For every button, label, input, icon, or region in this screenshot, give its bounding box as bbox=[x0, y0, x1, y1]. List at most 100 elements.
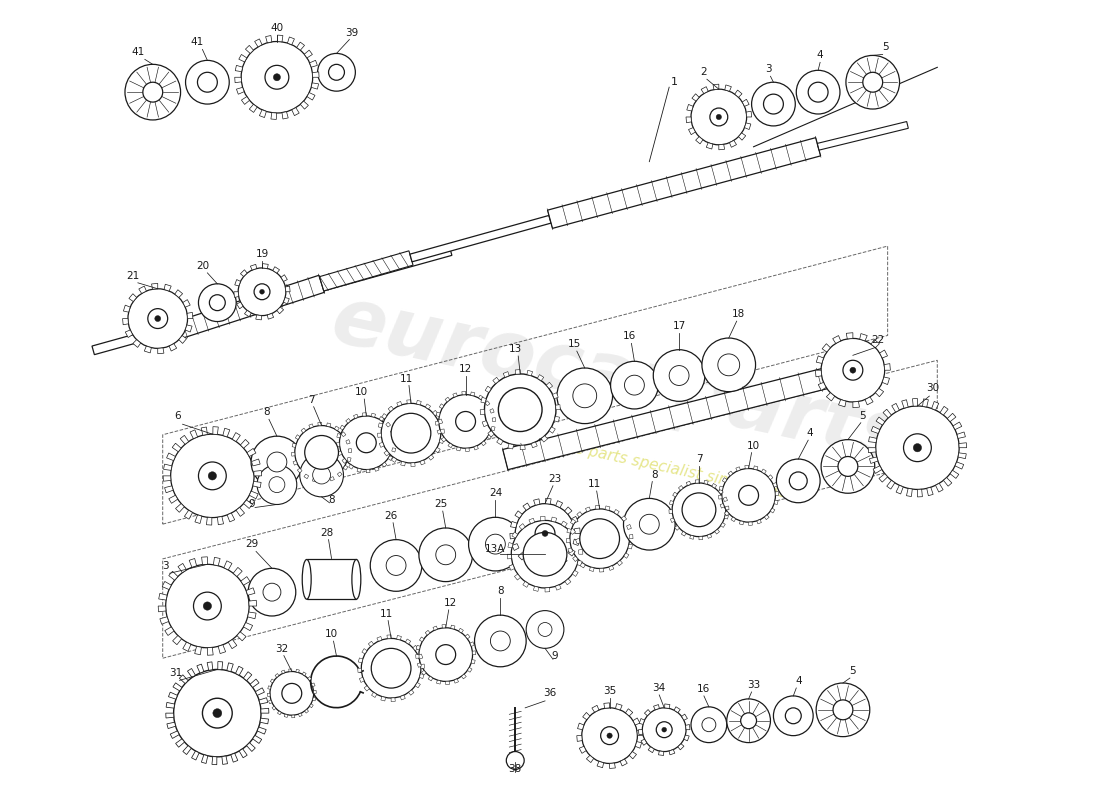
Polygon shape bbox=[349, 465, 353, 469]
Polygon shape bbox=[285, 286, 290, 292]
Polygon shape bbox=[122, 318, 129, 325]
Polygon shape bbox=[349, 449, 352, 452]
Circle shape bbox=[702, 338, 756, 392]
Polygon shape bbox=[236, 302, 243, 309]
Polygon shape bbox=[497, 438, 503, 445]
Text: 7: 7 bbox=[308, 394, 315, 405]
Text: 8: 8 bbox=[651, 470, 658, 479]
Polygon shape bbox=[358, 668, 362, 673]
Text: 15: 15 bbox=[569, 339, 582, 349]
Text: 16: 16 bbox=[697, 684, 711, 694]
Circle shape bbox=[208, 472, 217, 480]
Polygon shape bbox=[179, 336, 187, 343]
Polygon shape bbox=[251, 264, 256, 270]
Polygon shape bbox=[295, 434, 300, 439]
Polygon shape bbox=[571, 516, 579, 523]
Text: 3: 3 bbox=[163, 562, 169, 571]
Polygon shape bbox=[485, 386, 492, 393]
Polygon shape bbox=[392, 698, 395, 702]
Polygon shape bbox=[173, 683, 182, 691]
Polygon shape bbox=[201, 557, 208, 565]
Polygon shape bbox=[487, 430, 494, 437]
Circle shape bbox=[601, 726, 618, 745]
Polygon shape bbox=[685, 725, 690, 730]
Polygon shape bbox=[482, 441, 486, 446]
Polygon shape bbox=[163, 476, 170, 482]
Polygon shape bbox=[529, 518, 535, 524]
Polygon shape bbox=[768, 474, 773, 479]
Text: 8: 8 bbox=[497, 586, 504, 596]
Polygon shape bbox=[738, 133, 746, 140]
Polygon shape bbox=[442, 625, 446, 628]
Polygon shape bbox=[493, 378, 499, 384]
Polygon shape bbox=[690, 535, 694, 539]
Ellipse shape bbox=[302, 559, 311, 599]
Polygon shape bbox=[173, 635, 182, 645]
Polygon shape bbox=[932, 402, 938, 410]
Polygon shape bbox=[592, 706, 598, 712]
Polygon shape bbox=[724, 511, 729, 516]
Circle shape bbox=[270, 477, 285, 493]
Text: 20: 20 bbox=[196, 261, 209, 271]
Circle shape bbox=[485, 534, 505, 554]
Polygon shape bbox=[576, 512, 582, 517]
Polygon shape bbox=[254, 39, 262, 47]
Polygon shape bbox=[876, 417, 884, 425]
Text: 39: 39 bbox=[344, 27, 358, 38]
Circle shape bbox=[624, 498, 675, 550]
Polygon shape bbox=[340, 425, 344, 430]
Polygon shape bbox=[235, 66, 243, 72]
Polygon shape bbox=[288, 669, 292, 672]
Circle shape bbox=[257, 465, 297, 505]
Polygon shape bbox=[712, 483, 716, 488]
Polygon shape bbox=[720, 504, 725, 508]
Circle shape bbox=[282, 683, 301, 703]
Circle shape bbox=[682, 493, 716, 526]
Circle shape bbox=[498, 388, 542, 431]
Polygon shape bbox=[454, 679, 459, 683]
Polygon shape bbox=[695, 480, 698, 483]
Polygon shape bbox=[776, 491, 779, 495]
Circle shape bbox=[204, 602, 211, 610]
Polygon shape bbox=[564, 507, 572, 514]
Text: 26: 26 bbox=[385, 510, 398, 521]
Polygon shape bbox=[277, 711, 282, 714]
Polygon shape bbox=[578, 561, 582, 566]
Circle shape bbox=[642, 708, 686, 751]
Polygon shape bbox=[250, 679, 258, 687]
Polygon shape bbox=[213, 426, 218, 434]
Circle shape bbox=[469, 518, 522, 571]
Polygon shape bbox=[386, 422, 390, 427]
Polygon shape bbox=[868, 448, 876, 453]
Polygon shape bbox=[566, 528, 571, 533]
Polygon shape bbox=[520, 445, 525, 450]
Polygon shape bbox=[168, 571, 178, 580]
Circle shape bbox=[538, 622, 552, 637]
Polygon shape bbox=[482, 421, 488, 426]
Polygon shape bbox=[648, 746, 654, 753]
Polygon shape bbox=[478, 395, 483, 400]
Polygon shape bbox=[377, 637, 382, 642]
Polygon shape bbox=[284, 298, 289, 304]
Polygon shape bbox=[397, 402, 401, 406]
Polygon shape bbox=[92, 246, 452, 354]
Polygon shape bbox=[388, 406, 394, 411]
Polygon shape bbox=[715, 530, 719, 534]
Polygon shape bbox=[168, 692, 177, 699]
Polygon shape bbox=[133, 340, 141, 347]
Polygon shape bbox=[923, 399, 928, 407]
Polygon shape bbox=[201, 427, 207, 435]
Polygon shape bbox=[539, 562, 544, 569]
Polygon shape bbox=[561, 521, 568, 527]
Polygon shape bbox=[234, 292, 239, 298]
Circle shape bbox=[718, 354, 739, 376]
Polygon shape bbox=[869, 437, 877, 442]
Polygon shape bbox=[718, 495, 722, 499]
Circle shape bbox=[821, 440, 875, 494]
Polygon shape bbox=[309, 424, 313, 428]
Polygon shape bbox=[638, 730, 642, 735]
Polygon shape bbox=[917, 490, 923, 497]
Polygon shape bbox=[268, 700, 272, 704]
Text: 4: 4 bbox=[817, 50, 824, 60]
Polygon shape bbox=[459, 628, 463, 633]
